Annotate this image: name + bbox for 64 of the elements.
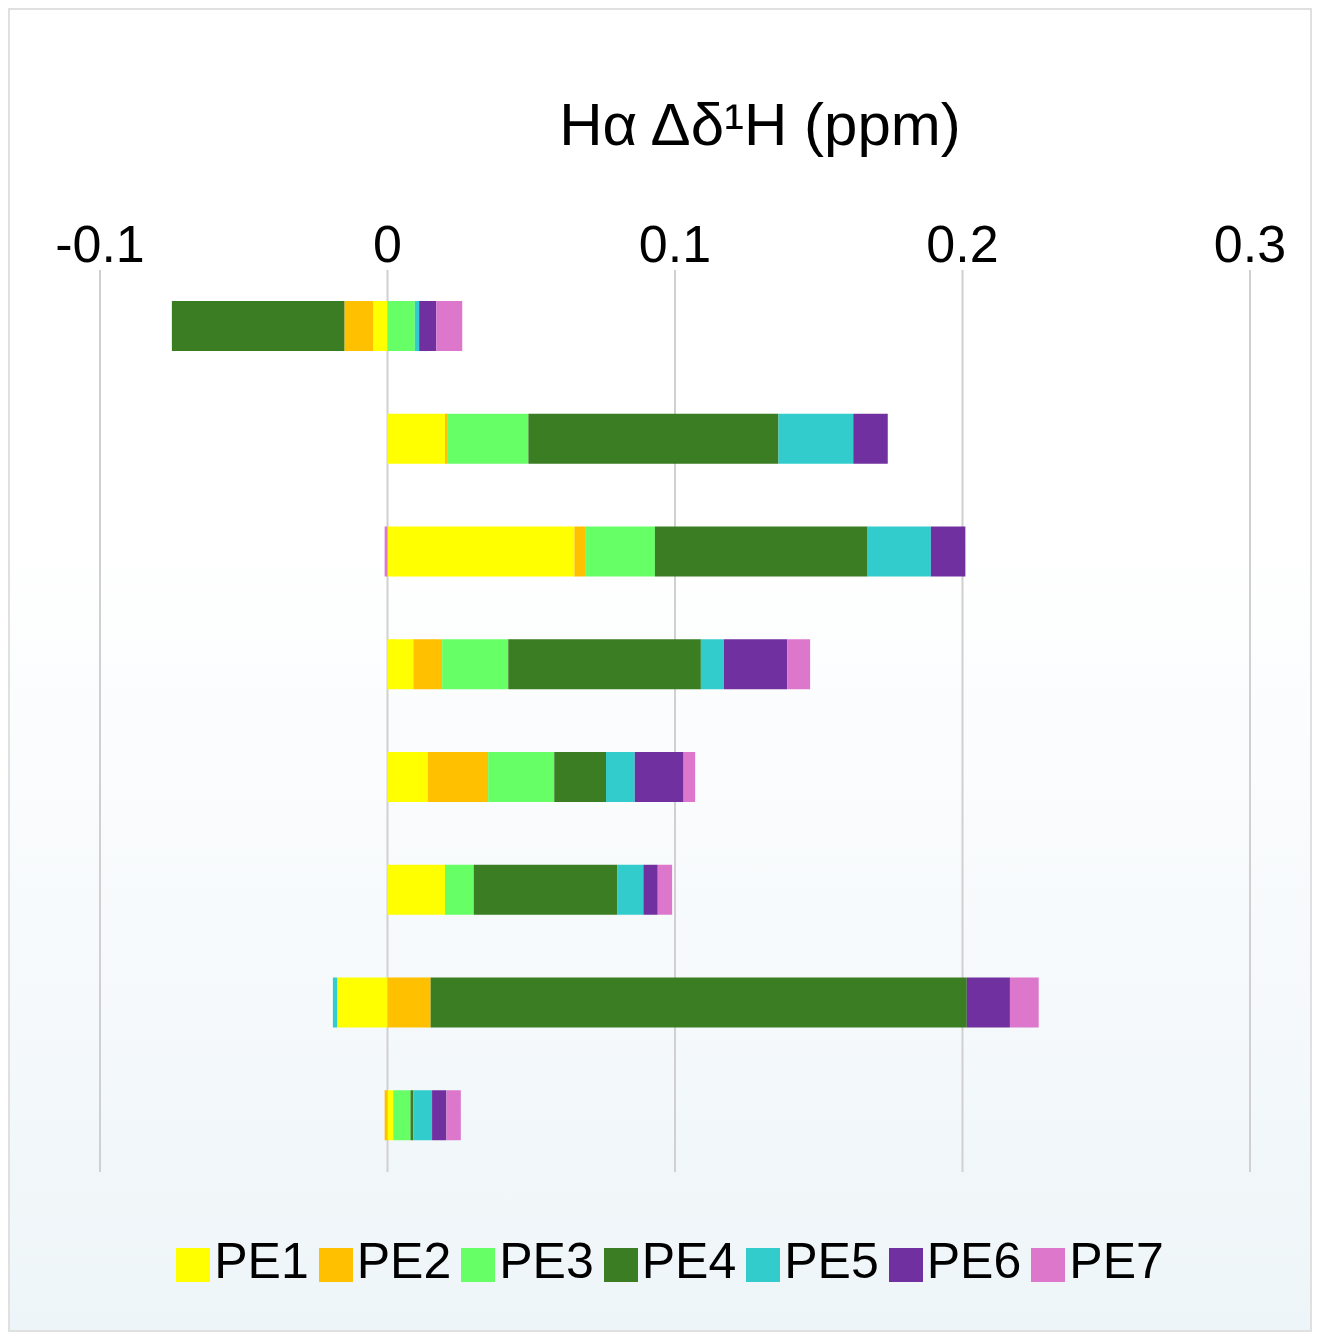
bar — [387, 977, 431, 1028]
legend-label: PE7 — [1069, 1233, 1164, 1289]
bar — [1009, 977, 1039, 1028]
x-tick-label: 0.3 — [1213, 215, 1287, 273]
bar — [171, 301, 345, 351]
bar — [723, 639, 788, 690]
x-tick-label: 0 — [373, 215, 402, 273]
bar — [853, 413, 888, 464]
bar — [488, 752, 555, 802]
bar — [332, 977, 338, 1028]
bar — [387, 639, 414, 690]
bar — [419, 301, 437, 351]
bar — [430, 977, 967, 1028]
legend-label: PE3 — [499, 1233, 594, 1289]
x-axis-title: Hα Δδ¹H (ppm) — [559, 91, 961, 158]
legend-label: PE2 — [356, 1233, 452, 1289]
bar — [427, 752, 489, 802]
legend-label: PE4 — [641, 1233, 737, 1289]
bar — [585, 526, 655, 577]
bar — [554, 752, 606, 802]
bar — [413, 1090, 433, 1141]
bar — [413, 639, 443, 690]
bar — [445, 413, 448, 464]
bar — [778, 413, 854, 464]
bar — [634, 752, 684, 802]
bar — [446, 1090, 461, 1141]
x-tick-label: 0.1 — [638, 215, 712, 273]
bar — [657, 864, 673, 915]
bar — [344, 301, 374, 351]
bar — [373, 301, 388, 351]
bar — [384, 1090, 388, 1141]
bar — [528, 413, 779, 464]
bar — [966, 977, 1010, 1028]
x-tick-label: -0.1 — [55, 215, 145, 273]
bar — [683, 752, 696, 802]
bar — [606, 752, 635, 802]
bar — [387, 752, 428, 802]
legend-label: PE6 — [926, 1233, 1022, 1289]
bar — [387, 526, 575, 577]
bar — [787, 639, 811, 690]
bar — [508, 639, 701, 690]
bar — [442, 639, 509, 690]
bar — [387, 413, 445, 464]
bar — [700, 639, 724, 690]
bar — [337, 977, 388, 1028]
bar — [654, 526, 868, 577]
bar — [384, 526, 388, 577]
bar — [436, 301, 463, 351]
bar — [643, 864, 658, 915]
legend-label: PE1 — [214, 1233, 309, 1289]
bar — [387, 301, 415, 351]
bar — [447, 413, 529, 464]
bar — [617, 864, 644, 915]
bar — [445, 864, 474, 915]
bar — [473, 864, 618, 915]
bar — [867, 526, 931, 577]
bar — [574, 526, 586, 577]
bar — [432, 1090, 447, 1141]
bar — [393, 1090, 411, 1141]
x-tick-label: 0.2 — [926, 215, 999, 273]
legend-label: PE5 — [784, 1233, 879, 1289]
bar — [930, 526, 966, 577]
bar — [414, 301, 420, 351]
bar — [387, 864, 445, 915]
